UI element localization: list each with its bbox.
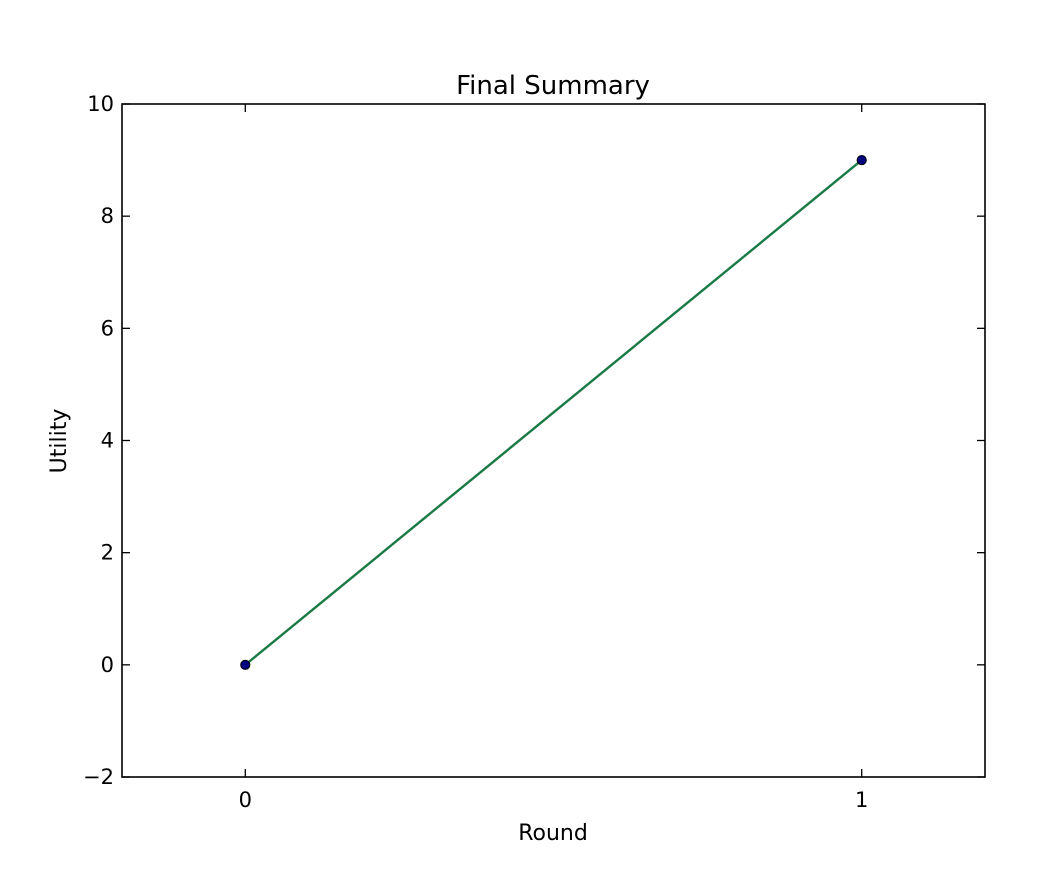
data-point <box>856 154 867 166</box>
y-tick-label: 2 <box>101 541 114 565</box>
series-line <box>244 159 863 666</box>
chart-title: Final Summary <box>456 71 650 101</box>
x-axis-label: Round <box>518 821 588 846</box>
x-tick-label: 0 <box>239 788 252 812</box>
y-tick-label: 6 <box>101 316 114 340</box>
y-tick-label: −2 <box>83 765 114 789</box>
y-tick-label: 4 <box>101 429 114 453</box>
y-tick-label: 8 <box>101 204 114 228</box>
plot-area: −2 0 2 4 6 8 10 0 1 <box>83 92 986 812</box>
data-point <box>240 659 251 670</box>
x-tick-label: 1 <box>855 788 868 812</box>
y-tick-label: 0 <box>101 653 114 677</box>
y-tick-label: 10 <box>87 92 114 116</box>
plot-frame <box>121 103 986 778</box>
y-axis-label: Utility <box>47 409 72 474</box>
